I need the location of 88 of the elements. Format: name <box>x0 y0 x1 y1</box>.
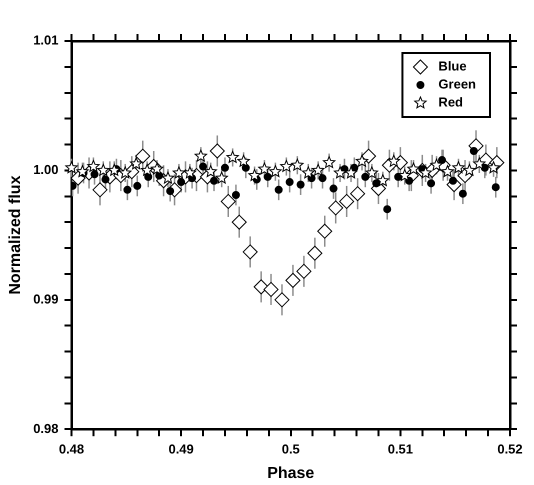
point <box>166 187 174 196</box>
point <box>162 172 174 184</box>
point <box>133 182 142 190</box>
point <box>286 178 294 186</box>
point <box>130 157 142 170</box>
point <box>470 146 478 155</box>
point <box>350 186 366 202</box>
point <box>226 150 239 163</box>
point <box>296 264 312 279</box>
point <box>452 161 465 174</box>
point <box>274 186 283 194</box>
point <box>232 190 240 199</box>
point <box>307 246 322 261</box>
point <box>441 165 454 178</box>
point <box>140 164 154 176</box>
point <box>388 154 400 167</box>
point <box>458 190 467 198</box>
point <box>430 158 443 171</box>
point <box>302 166 314 178</box>
point <box>383 205 392 214</box>
point <box>264 172 272 181</box>
point <box>194 150 208 162</box>
x-tick-label: 0.5 <box>282 442 300 457</box>
point <box>473 157 486 170</box>
point <box>322 156 336 168</box>
point <box>487 161 500 174</box>
point <box>264 282 279 297</box>
point <box>492 183 500 192</box>
point <box>269 165 282 178</box>
point <box>328 200 344 216</box>
point <box>280 160 293 172</box>
point <box>339 194 354 209</box>
point <box>135 148 150 164</box>
point <box>242 244 258 260</box>
x-tick-label: 0.52 <box>497 442 523 457</box>
legend-label: Blue <box>438 58 467 74</box>
point <box>210 143 225 158</box>
point <box>334 166 346 178</box>
legend-label: Green <box>438 76 476 92</box>
point <box>220 164 229 172</box>
point <box>210 176 218 185</box>
point <box>220 194 236 209</box>
point <box>184 166 196 178</box>
point <box>199 162 208 171</box>
point <box>92 182 108 198</box>
point <box>237 154 250 167</box>
point <box>438 156 446 164</box>
x-axis-title: Phase <box>267 464 314 482</box>
point <box>344 166 358 178</box>
point <box>97 164 110 176</box>
y-tick-label: 0.98 <box>33 420 58 436</box>
point <box>407 162 420 174</box>
point <box>177 178 186 186</box>
y-tick-label: 1.01 <box>33 32 58 48</box>
point <box>330 184 338 193</box>
point <box>258 162 271 174</box>
point <box>150 162 164 174</box>
point <box>317 224 332 239</box>
point <box>90 170 99 178</box>
point <box>232 214 247 230</box>
y-tick-label: 1.00 <box>33 162 58 177</box>
point <box>398 169 411 181</box>
point <box>215 172 228 184</box>
x-tick-label: 0.48 <box>58 442 84 457</box>
point <box>76 165 89 178</box>
point <box>427 179 436 188</box>
y-axis-title: Normalized flux <box>7 175 24 295</box>
point <box>285 272 300 288</box>
point <box>356 154 368 167</box>
point <box>361 172 370 181</box>
point <box>318 174 327 182</box>
point <box>291 158 304 171</box>
point <box>419 166 432 178</box>
point <box>248 169 261 181</box>
point <box>463 164 476 176</box>
point <box>87 160 100 172</box>
y-tick-label: 0.99 <box>33 291 58 306</box>
point <box>123 186 132 194</box>
point <box>312 164 324 176</box>
point <box>296 180 305 189</box>
point <box>376 174 390 186</box>
point <box>172 166 186 178</box>
point <box>366 166 378 178</box>
x-tick-label: 0.51 <box>388 442 414 457</box>
point <box>274 292 290 308</box>
point <box>65 161 78 174</box>
x-tick-label: 0.49 <box>168 442 194 457</box>
legend-label: Red <box>438 94 464 110</box>
